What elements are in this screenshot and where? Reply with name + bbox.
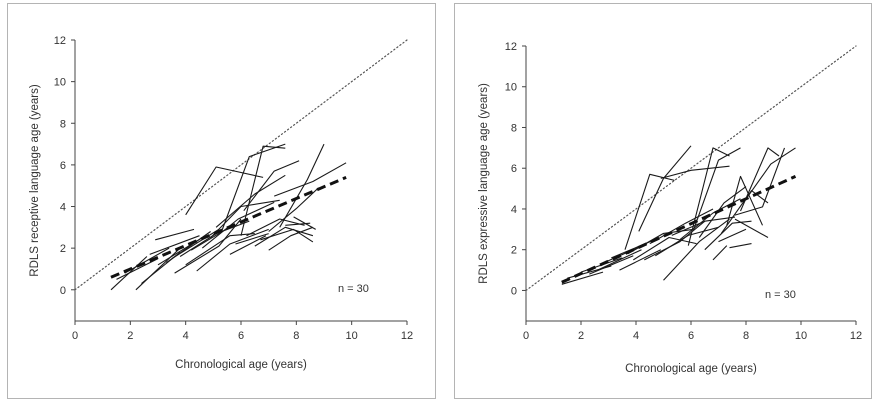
x-tick-label: 8 <box>743 330 749 342</box>
x-tick-label: 0 <box>523 330 529 342</box>
receptive-series-line-4 <box>135 247 181 291</box>
receptive-series-line-25 <box>246 218 305 237</box>
expressive-series-line-14 <box>649 208 714 245</box>
expressive-series-line-21 <box>693 147 741 230</box>
expressive-series-line-20 <box>687 147 730 246</box>
receptive-series-line-13 <box>185 233 255 266</box>
receptive-series-line-21 <box>229 235 267 255</box>
x-tick-label: 4 <box>183 330 189 342</box>
receptive-series-line-30 <box>279 143 325 228</box>
x-axis-label: Chronological age (years) <box>625 363 757 375</box>
y-tick-label: 2 <box>60 243 66 255</box>
expressive-series-line-9 <box>624 173 675 250</box>
y-tick-label: 0 <box>60 285 66 297</box>
receptive-series-line-19 <box>215 174 286 228</box>
expressive-series-line-16 <box>660 165 730 179</box>
x-tick-label: 4 <box>633 330 639 342</box>
expressive-series-line-31 <box>742 147 796 204</box>
expressive-series-line-24 <box>712 245 728 261</box>
expressive-series-line-23 <box>704 220 752 251</box>
x-tick-label: 8 <box>293 330 299 342</box>
x-tick-label: 2 <box>127 330 133 342</box>
reference-line-identity <box>74 39 408 291</box>
receptive-series-line-28 <box>268 187 319 232</box>
expressive-series-line-18 <box>671 216 736 236</box>
expressive-series-line-1 <box>561 271 604 285</box>
expressive-series-line-12 <box>638 145 692 232</box>
expressive-language-chart: 0 2 4 6 8 10 12 0 2 4 6 8 10 12 Chronological age (yea… <box>478 41 862 375</box>
y-tick-label: 8 <box>511 122 517 134</box>
receptive-series-line-7 <box>155 228 195 241</box>
x-tick-label: 2 <box>578 330 584 342</box>
x-axis-label: Chronological age (years) <box>175 359 307 371</box>
x-tick-label: 10 <box>795 330 807 342</box>
receptive-series-line-16 <box>196 228 269 272</box>
y-tick-label: 4 <box>511 204 517 216</box>
y-tick-label: 6 <box>60 160 66 172</box>
receptive-language-chart: 0 2 4 6 8 10 12 0 2 4 6 8 10 12 Chronological age (yea… <box>29 35 413 371</box>
y-tick-label: 12 <box>54 35 66 47</box>
receptive-series-line-15 <box>185 166 264 216</box>
expressive-language-chart-panel: 0 2 4 6 8 10 12 0 2 4 6 8 10 12 Chronological age (yea… <box>454 3 872 399</box>
trend-line-dashed <box>561 175 797 284</box>
receptive-series-line-10 <box>171 228 220 260</box>
x-tick-label: 12 <box>401 330 413 342</box>
receptive-series-line-2 <box>116 258 159 280</box>
expressive-series-line-29 <box>734 218 769 238</box>
reference-line-identity <box>525 45 857 292</box>
x-tick-label: 6 <box>688 330 694 342</box>
y-tick-label: 8 <box>60 118 66 130</box>
sample-size-annotation: n = 30 <box>765 289 796 301</box>
expressive-series-line-5 <box>597 249 642 271</box>
expressive-series-line-22 <box>698 186 747 238</box>
expressive-series-line-8 <box>619 249 662 271</box>
receptive-series-line-17 <box>201 201 275 249</box>
receptive-language-chart-panel: 0 2 4 6 8 10 12 0 2 4 6 8 10 12 Chronological age (yea… <box>7 3 436 399</box>
y-tick-label: 0 <box>511 285 517 297</box>
receptive-series-line-23 <box>240 145 286 236</box>
y-tick-label: 4 <box>60 202 66 214</box>
expressive-series-line-28 <box>729 243 752 249</box>
y-axis-label: RDLS expressive language age (years) <box>478 83 490 284</box>
expressive-series-line-17 <box>663 218 730 281</box>
y-tick-label: 6 <box>511 163 517 175</box>
expressive-series-line-13 <box>644 220 706 261</box>
expressive-series-line-15 <box>655 226 719 257</box>
x-tick-label: 0 <box>72 330 78 342</box>
receptive-series-line-33 <box>293 216 316 230</box>
expressive-series-line-30 <box>734 147 786 216</box>
expressive-series-line-4 <box>589 255 634 275</box>
receptive-series-line-29 <box>268 226 314 251</box>
receptive-series-line-31 <box>274 162 347 197</box>
trend-line-dashed <box>110 175 347 279</box>
y-tick-label: 10 <box>54 77 66 89</box>
expressive-series-line-25 <box>718 228 747 243</box>
y-tick-label: 2 <box>511 245 517 257</box>
sample-size-annotation: n = 30 <box>338 283 369 295</box>
receptive-series-line-11 <box>174 218 242 274</box>
receptive-series-line-27 <box>260 228 314 243</box>
receptive-series-line-6 <box>149 235 200 255</box>
y-axis-label: RDLS receptive language age (years) <box>29 84 41 277</box>
expressive-series-line-11 <box>633 236 697 261</box>
expressive-series-line-19 <box>679 198 741 240</box>
receptive-series-line-26 <box>254 226 314 247</box>
x-tick-label: 12 <box>850 330 862 342</box>
receptive-series-line-20 <box>221 143 286 232</box>
x-tick-label: 10 <box>346 330 358 342</box>
receptive-series-line-24 <box>243 160 300 212</box>
receptive-series-line-22 <box>235 233 269 245</box>
x-tick-label: 6 <box>238 330 244 342</box>
y-tick-label: 12 <box>505 41 517 53</box>
y-tick-label: 10 <box>505 82 517 94</box>
expressive-series-line-32 <box>739 147 780 212</box>
